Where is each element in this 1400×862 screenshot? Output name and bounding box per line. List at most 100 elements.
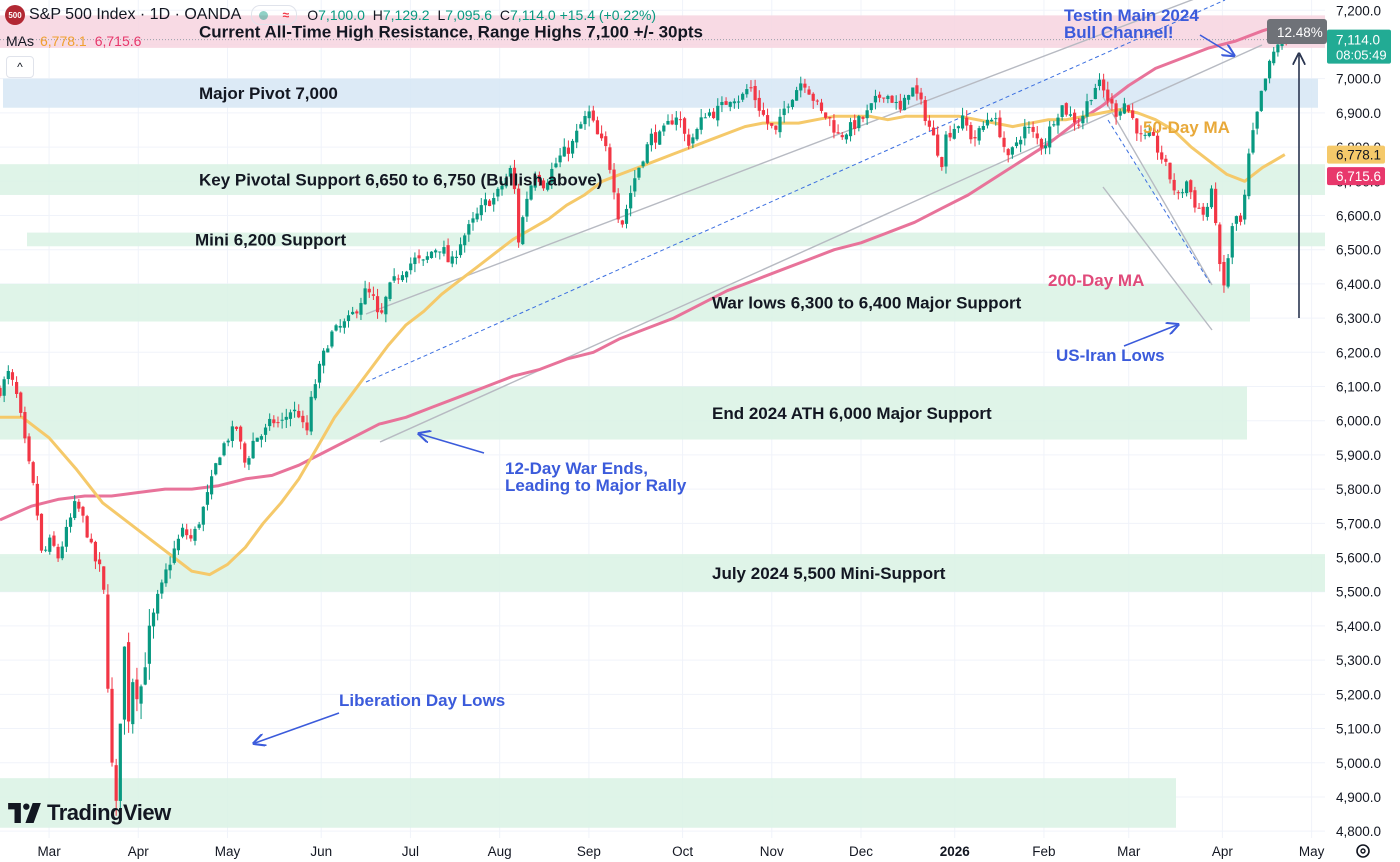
mas-label: MAs [6,33,34,49]
candle [81,505,85,523]
candle [911,87,915,97]
bottom-zone [0,778,1176,828]
collapse-legend-button[interactable]: ^ [6,56,34,78]
candle-body [1052,124,1056,126]
time-axis-bg [0,838,1400,862]
candle-body [512,167,517,190]
candle-body [790,99,795,107]
candle-body [853,120,857,130]
candle [529,182,533,201]
candle-body [653,132,658,143]
candle [6,365,10,385]
candle-body [1176,192,1180,194]
moving-averages-legend[interactable]: MAs 6,778.1 6,715.6 [0,31,141,51]
candle-body [799,83,803,91]
candle-body [438,251,442,253]
y-tick-label: 6,900.0 [1336,106,1381,121]
tradingview-wordmark: TradingView [47,800,171,825]
candle-body [815,100,819,102]
candle [882,97,886,103]
candle-body [1077,124,1081,126]
candle-body [1172,179,1176,191]
candle [687,128,691,150]
candle [770,123,774,129]
candle [558,148,562,168]
y-tick-label: 5,200.0 [1336,687,1381,702]
candle-body [629,193,633,209]
candle-body [114,765,118,801]
candle-body [309,396,313,432]
candle-body [658,131,662,145]
candle [288,409,293,427]
annotation-arrows [255,34,1299,743]
candle-body [1043,145,1048,149]
candle-body [292,409,297,412]
candle [1077,117,1081,129]
war-lows-zone [0,283,1250,322]
candle-body [811,93,815,101]
candle [541,178,546,191]
candle [550,162,554,189]
candle [1081,110,1085,130]
candle-body [371,294,376,296]
candle-body [600,133,604,139]
candle-body [1056,117,1060,126]
candle [861,115,865,123]
candle [388,281,392,302]
candle [405,270,409,283]
candle [421,258,425,266]
candle-body [102,566,106,590]
status-pill[interactable]: ≈ [251,5,298,25]
candle [1072,109,1077,131]
candle [712,108,716,120]
candle-body [533,175,537,188]
candle-body [682,118,687,134]
candle-body [595,120,600,135]
candle-body [765,115,770,124]
last-price-tag-text: 7,114.0 [1336,33,1380,48]
candle-body [205,492,210,505]
ma50-label: 50-Day MA [1143,118,1230,137]
candle-body [247,458,251,465]
candle [570,138,575,159]
symbol-label[interactable]: S&P 500 Index · 1D · OANDA [29,6,242,23]
candle-body [575,130,579,143]
candle [180,523,185,539]
candle [629,185,633,217]
candle [1189,179,1193,200]
candle-body [467,224,471,235]
candle-body [492,198,496,205]
open-label: O [307,7,319,23]
candle [869,103,873,113]
candle [940,156,944,171]
candle-body [782,108,786,116]
candle [487,198,492,207]
ath-resistance-zone [0,15,1325,48]
y-tick-label: 6,600.0 [1336,208,1381,223]
candle [193,526,197,546]
candle [1251,122,1255,155]
candle-body [1060,105,1064,117]
candle-body [956,126,961,129]
y-tick-label: 7,200.0 [1336,3,1381,18]
candle [268,413,272,431]
candle-body [674,117,678,125]
candle-body [1002,137,1006,147]
candle-body [749,87,753,89]
candle-body [1072,112,1077,123]
candle-body [255,437,259,442]
candle-body [313,384,317,399]
candle-body [1135,118,1139,134]
candle-body [662,125,666,132]
candle [960,107,965,131]
candle-body [276,422,280,424]
candle-body [745,89,749,95]
candle-body [110,688,114,763]
candle [620,219,624,228]
candle [1160,145,1164,164]
war-ends-label-2: Leading to Major Rally [505,476,687,495]
candle [633,170,637,197]
candle-body [1180,192,1185,194]
candle [641,160,645,169]
